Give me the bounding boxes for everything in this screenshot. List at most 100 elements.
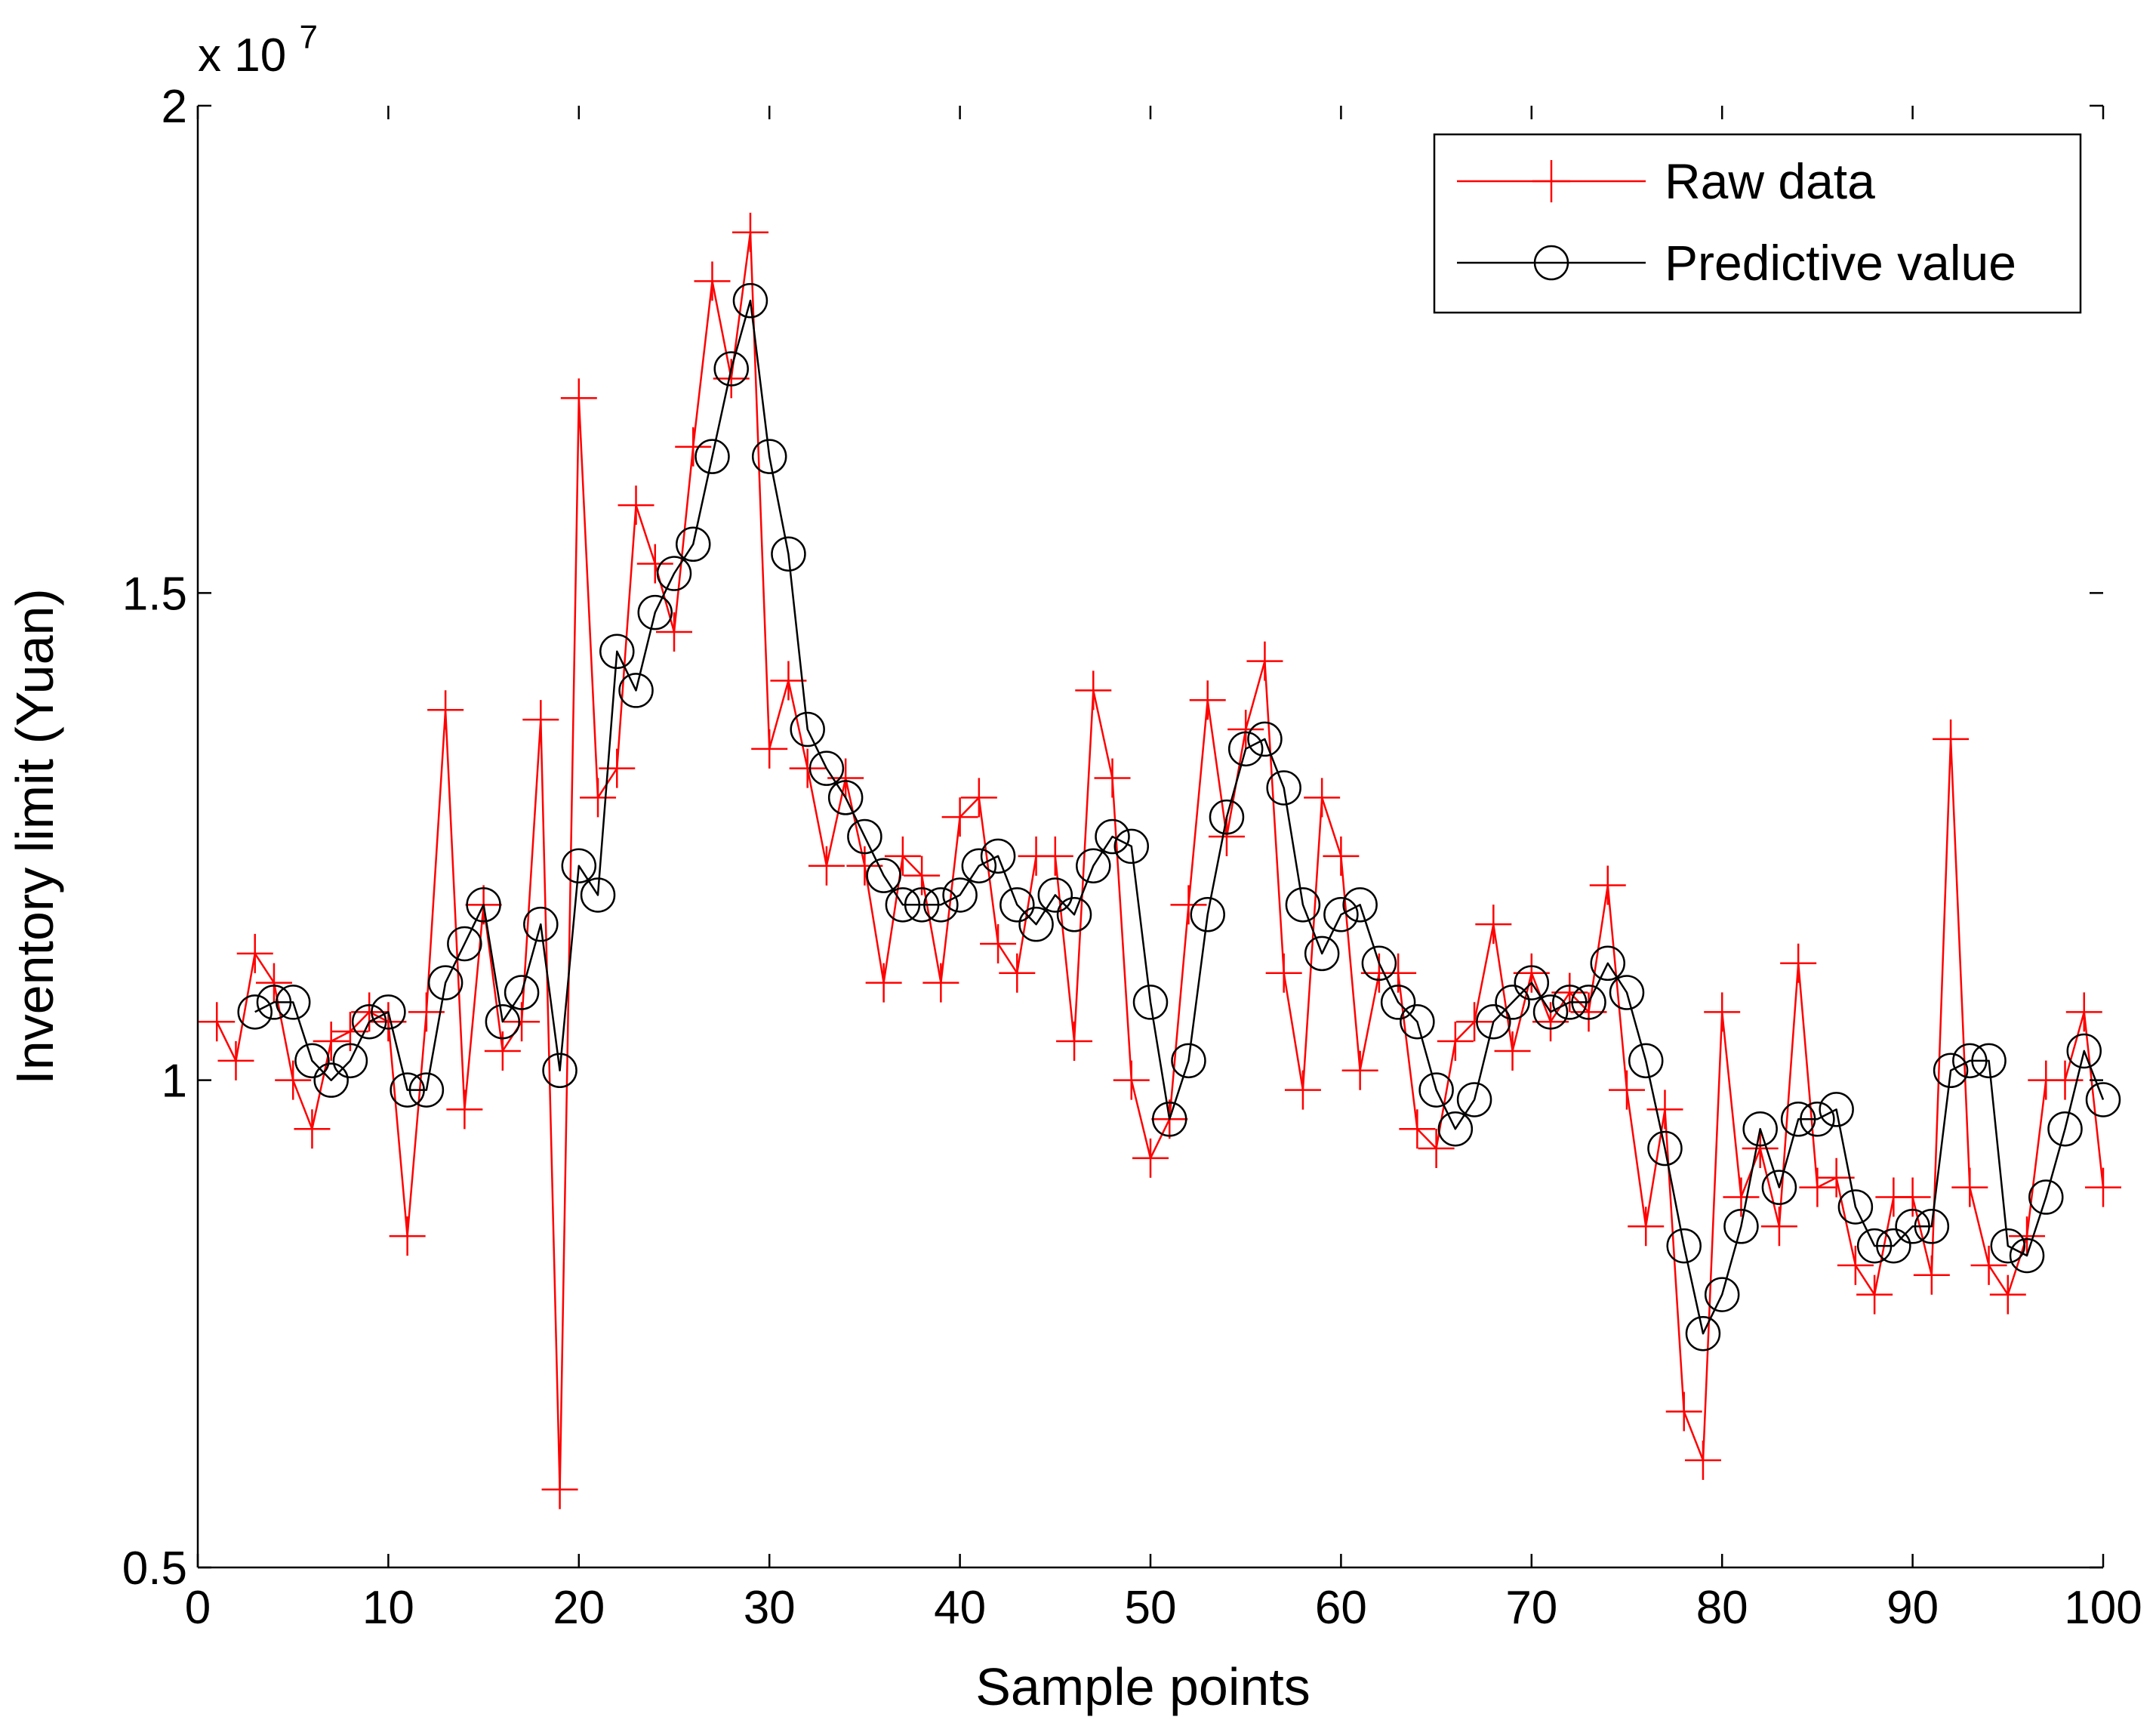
- data-point: [941, 797, 978, 837]
- data-point: [808, 846, 845, 886]
- data-point: [1266, 770, 1301, 806]
- x-tick-label: 30: [744, 1582, 796, 1634]
- data-point: [1933, 719, 1970, 759]
- data-point: [1590, 945, 1626, 982]
- data-point: [1665, 1392, 1702, 1432]
- legend-box: [1433, 133, 2082, 314]
- data-point: [1989, 1275, 2026, 1315]
- y-multiplier-text: x 10: [198, 29, 286, 82]
- data-point: [1856, 1275, 1893, 1315]
- series-line: [254, 299, 2105, 1335]
- data-point: [1323, 897, 1359, 932]
- data-point: [1475, 905, 1512, 945]
- data-point: [884, 836, 921, 876]
- data-point: [275, 985, 311, 1020]
- data-point: [1837, 1189, 1874, 1225]
- data-point: [885, 887, 921, 923]
- data-point: [1895, 1209, 1930, 1244]
- data-point: [695, 439, 730, 474]
- data-point: [999, 953, 1036, 993]
- data-point: [980, 838, 1016, 874]
- data-point: [636, 544, 673, 584]
- data-point: [1742, 1129, 1779, 1169]
- data-point: [1760, 1207, 1797, 1247]
- x-tick-label: 50: [1125, 1582, 1177, 1634]
- data-point: [770, 661, 807, 701]
- data-point: [1456, 1002, 1493, 1042]
- data-point: [1837, 1245, 1874, 1285]
- data-point: [732, 282, 768, 319]
- data-point: [1684, 1441, 1721, 1481]
- x-axis-label: Sample points: [975, 1657, 1311, 1716]
- data-point: [217, 1040, 254, 1080]
- x-tick-label: 40: [934, 1582, 986, 1634]
- data-point: [1132, 985, 1169, 1020]
- data-point: [1323, 836, 1360, 876]
- data-point: [1189, 680, 1226, 720]
- data-point: [1380, 985, 1416, 1020]
- data-point: [1246, 641, 1283, 681]
- data-point: [1819, 1092, 1854, 1127]
- data-point: [1285, 887, 1321, 923]
- data-point: [1284, 1070, 1321, 1110]
- data-point: [485, 1003, 521, 1040]
- data-point: [1095, 818, 1130, 855]
- data-point: [694, 261, 731, 301]
- data-point: [1418, 1072, 1454, 1108]
- data-point: [1971, 1043, 2007, 1079]
- data-point: [1914, 1209, 1950, 1244]
- data-point: [1628, 1207, 1665, 1247]
- data-point: [2085, 1082, 2121, 1117]
- data-point: [427, 690, 464, 730]
- data-point: [1609, 1070, 1645, 1110]
- data-point: [541, 1469, 578, 1509]
- y-exponent-label: x 10 7: [198, 19, 318, 82]
- data-point: [446, 1090, 483, 1130]
- data-point: [408, 992, 445, 1032]
- data-point: [1495, 985, 1530, 1020]
- data-point: [371, 994, 406, 1030]
- data-point: [922, 963, 959, 1003]
- data-point: [1227, 731, 1264, 767]
- data-point: [1551, 972, 1588, 1013]
- data-point: [1876, 1228, 1911, 1264]
- data-point: [199, 1002, 236, 1042]
- data-point: [1361, 945, 1397, 982]
- data-point: [599, 748, 636, 788]
- y-tick-label: 1.5: [122, 568, 187, 620]
- data-point: [1076, 848, 1111, 883]
- data-point: [256, 985, 292, 1020]
- data-point: [1208, 817, 1245, 856]
- data-point: [2047, 1111, 2083, 1147]
- data-point: [1056, 897, 1092, 932]
- y-tick-label: 2: [162, 81, 187, 133]
- data-point: [1075, 670, 1112, 710]
- data-point: [771, 536, 806, 572]
- data-point: [522, 700, 559, 740]
- data-point: [560, 378, 597, 418]
- data-point: [1094, 758, 1131, 798]
- data-point: [1856, 1228, 1893, 1264]
- data-point: [351, 1003, 387, 1040]
- data-point: [960, 778, 997, 818]
- data-point: [1018, 906, 1054, 942]
- data-point: [1418, 1129, 1455, 1169]
- y-tick-label: 1: [162, 1056, 187, 1108]
- data-point: [1800, 1102, 1835, 1137]
- data-point: [1456, 1082, 1492, 1117]
- data-point: [1761, 1170, 1797, 1205]
- data-point: [618, 673, 654, 708]
- data-point: [1970, 1245, 2007, 1285]
- data-point: [1400, 1003, 1435, 1040]
- data-point: [1628, 1043, 1664, 1079]
- data-point: [1437, 1022, 1474, 1062]
- data-point: [1247, 721, 1283, 757]
- data-point: [599, 633, 635, 670]
- data-point: [656, 612, 692, 652]
- data-point: [1685, 1315, 1721, 1352]
- data-point: [1818, 1157, 1855, 1197]
- data-point: [1304, 778, 1341, 818]
- data-point: [1552, 985, 1588, 1020]
- data-point: [561, 848, 597, 883]
- data-point: [790, 711, 825, 747]
